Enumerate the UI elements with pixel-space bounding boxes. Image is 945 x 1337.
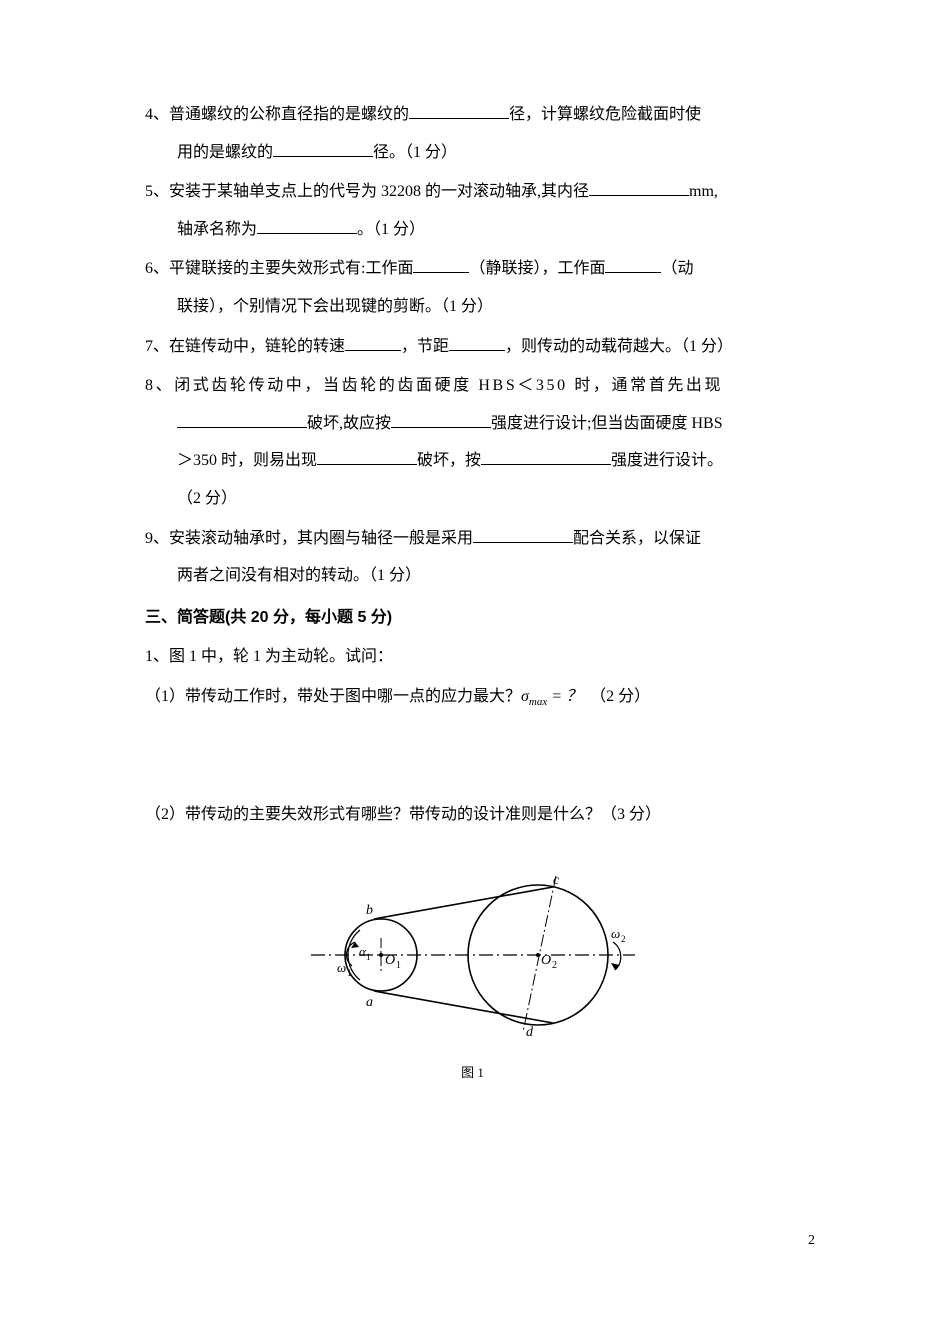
q8-text-5: 破坏，按 (417, 452, 481, 469)
s3-q1-main: 1、图 1 中，轮 1 为主动轮。试问： (145, 638, 800, 676)
q6-text-3: （动 (661, 260, 693, 277)
q5-text-4: 。（1 分） (357, 221, 425, 238)
blank (605, 257, 661, 273)
blank (391, 412, 491, 428)
q8-text-3: 强度进行设计;但当齿面硬度 HBS (491, 415, 723, 432)
q4-text-3: 用的是螺纹的 (177, 144, 273, 161)
q5-text-3: 轴承名称为 (177, 221, 257, 238)
blank (473, 527, 573, 543)
q5-text-2: mm, (689, 183, 718, 200)
q6-text-2: （静联接），工作面 (469, 260, 605, 277)
q8-text-6: 强度进行设计。 (611, 452, 723, 469)
q6-text-1: 6、平键联接的主要失效形式有:工作面 (145, 260, 413, 277)
belt-drive-diagram: b a c d O 1 O 2 α 1 ω 1 ω 2 (303, 870, 643, 1040)
sigma-sub: max (529, 696, 547, 708)
svg-text:O: O (385, 953, 395, 968)
q8-text-4: ＞350 时，则易出现 (177, 452, 317, 469)
q4-text-2: 径，计算螺纹危险截面时使 (509, 106, 701, 123)
sigma-eq: = ？ (547, 688, 582, 705)
section-3-header: 三、简答题(共 20 分，每小题 5 分) (145, 599, 800, 637)
q8-text-2: 破坏,故应按 (307, 415, 391, 432)
page-content: 4、普通螺纹的公称直径指的是螺纹的 径，计算螺纹危险截面时使 用的是螺纹的 径。（1… (0, 0, 945, 1089)
q7-text-1: 7、在链传动中，链轮的转速 (145, 338, 345, 355)
q4-text-4: 径。（1 分） (373, 144, 457, 161)
svg-text:b: b (366, 903, 373, 918)
figure-caption: 图 1 (145, 1058, 800, 1089)
s3-q1-sub2-text: （2）带传动的主要失效形式有哪些？带传动的设计准则是什么？（3 分） (145, 806, 661, 823)
figure-1: b a c d O 1 O 2 α 1 ω 1 ω 2 图 1 (145, 870, 800, 1089)
s3-question-1: 1、图 1 中，轮 1 为主动轮。试问： (145, 638, 800, 676)
svg-text:1: 1 (396, 960, 401, 971)
q9-text-2: 配合关系，以保证 (573, 530, 701, 547)
q8-text-7: （2 分） (177, 490, 237, 507)
q4-text-1: 4、普通螺纹的公称直径指的是螺纹的 (145, 106, 409, 123)
page-number: 2 (808, 1233, 815, 1249)
blank (177, 412, 307, 428)
s3-q1-sub1-pts: （2 分） (598, 688, 650, 705)
sigma: σ (521, 688, 529, 705)
question-8: 8、闭式齿轮传动中，当齿轮的齿面硬度 HBS＜350 时，通常首先出现 破坏,故… (145, 367, 800, 517)
question-7: 7、在链传动中，链轮的转速 ，节距 ，则传动的动载荷越大。（1 分） (145, 328, 800, 366)
blank (317, 449, 417, 465)
section-3-title: 三、简答题(共 20 分，每小题 5 分) (145, 609, 392, 626)
question-5: 5、安装于某轴单支点上的代号为 32208 的一对滚动轴承,其内径 mm, 轴承名… (145, 173, 800, 248)
svg-text:O: O (541, 953, 551, 968)
blank (589, 180, 689, 196)
question-9: 9、安装滚动轴承时，其内圈与轴径一般是采用 配合关系，以保证 两者之间没有相对的转… (145, 520, 800, 595)
spacer (145, 716, 800, 794)
question-6: 6、平键联接的主要失效形式有:工作面 （静联接），工作面 （动 联接），个别情况下会… (145, 250, 800, 325)
q7-text-2: ，节距 (401, 338, 449, 355)
svg-text:2: 2 (552, 960, 557, 971)
s3-q1-sub2: （2）带传动的主要失效形式有哪些？带传动的设计准则是什么？（3 分） (145, 796, 800, 834)
svg-text:a: a (366, 995, 373, 1010)
s3-q1-sub1-text: （1）带传动工作时，带处于图中哪一点的应力最大？ (145, 688, 521, 705)
svg-text:c: c (553, 873, 560, 888)
svg-text:ω: ω (337, 960, 346, 975)
q8-text-1: 8、闭式齿轮传动中，当齿轮的齿面硬度 HBS＜350 时，通常首先出现 (145, 377, 723, 394)
svg-text:d: d (526, 1025, 534, 1040)
blank (481, 449, 611, 465)
blank (257, 218, 357, 234)
q9-text-1: 9、安装滚动轴承时，其内圈与轴径一般是采用 (145, 530, 473, 547)
blank (273, 141, 373, 157)
blank (345, 335, 401, 351)
blank (449, 335, 505, 351)
sigma-formula: σmax = ？ (521, 688, 582, 705)
question-4: 4、普通螺纹的公称直径指的是螺纹的 径，计算螺纹危险截面时使 用的是螺纹的 径。（1… (145, 96, 800, 171)
svg-text:2: 2 (621, 934, 626, 944)
svg-text:1: 1 (347, 968, 352, 978)
blank (413, 257, 469, 273)
svg-text:1: 1 (366, 952, 371, 962)
svg-text:ω: ω (611, 926, 620, 941)
q7-text-3: ，则传动的动载荷越大。（1 分） (505, 338, 733, 355)
blank (409, 103, 509, 119)
s3-q1-sub1: （1）带传动工作时，带处于图中哪一点的应力最大？σmax = ？ （2 分） (145, 678, 800, 716)
q9-text-3: 两者之间没有相对的转动。（1 分） (177, 567, 421, 584)
q6-text-4: 联接），个别情况下会出现键的剪断。（1 分） (177, 298, 493, 315)
q5-text-1: 5、安装于某轴单支点上的代号为 32208 的一对滚动轴承,其内径 (145, 183, 589, 200)
